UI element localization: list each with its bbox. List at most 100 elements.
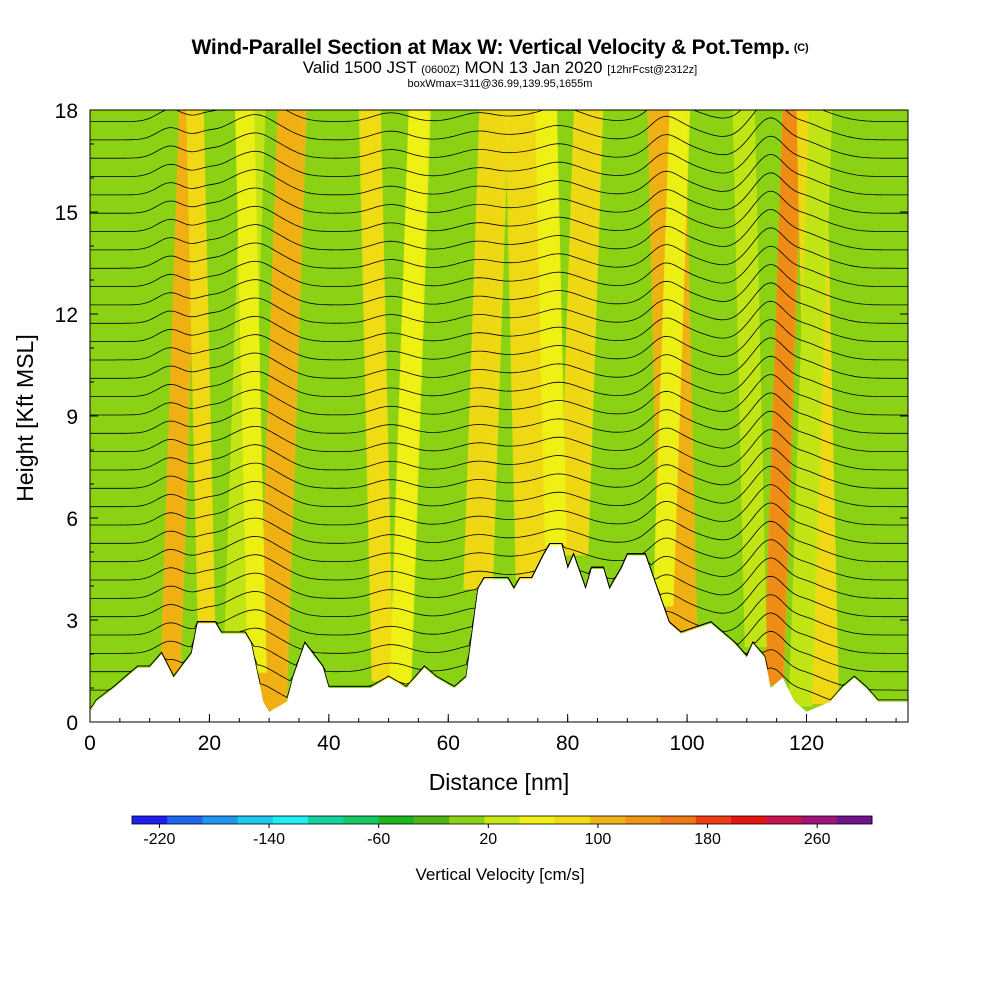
w-band-11-level-1 [235,110,267,673]
colorbar-swatch-11 [519,816,556,824]
w-band-3-level-1 [358,110,394,682]
terrain [90,545,908,722]
theta-contour-20 [90,300,908,343]
theta-contour-9 [90,502,908,544]
colorbar-swatch-17 [731,816,767,824]
w-band-13-level-1 [535,110,567,546]
y-tick-label-18: 18 [55,100,78,123]
x-tick-label-80: 80 [556,732,579,755]
valid-time-utc: (0600Z) [421,64,460,76]
theta-contour-16 [90,374,908,416]
theta-contour-8 [90,520,908,563]
chart-title: Wind-Parallel Section at Max W: Vertical… [0,36,1000,60]
title-unit-tag: (C) [793,42,809,54]
colorbar-swatch-9 [449,816,485,824]
theta-contour-13 [90,429,908,471]
plot-area [90,63,908,722]
x-axis: 0 20 40 60 80 100 120 [84,714,897,755]
theta-contour-12 [90,447,908,489]
colorbar-swatch-7 [378,816,415,824]
colorbar-label-6: 260 [804,831,831,848]
y-tick-label-0: 0 [66,712,78,735]
colorbar-swatch-10 [484,816,521,824]
w-band-16-level-1 [788,110,833,707]
theta-contour-15 [90,392,908,434]
w-band-14-level-1 [652,110,691,607]
colorbar-swatch-5 [308,816,344,824]
colorbar-label-3: 20 [479,831,497,848]
w-band-1-level-1 [186,110,216,624]
colorbar: -220 -140 -60 20 100 180 260 [131,815,873,848]
theta-contour-22 [90,264,908,306]
colorbar-frame [131,815,873,825]
theta-contour-14 [90,410,908,452]
w-band-4-level-1 [463,110,509,590]
theta-contour-18 [90,337,908,379]
box-info-line: boxWmax=311@36.99,139.95,1655m [407,78,593,90]
x-axis-title: Distance [nm] [429,769,570,795]
theta-contour-26 [90,190,908,232]
theta-contour-17 [90,355,908,397]
colorbar-swatch-15 [660,816,697,824]
w-band-2-level-1 [257,110,307,711]
colorbar-label-2: -60 [367,831,390,848]
theta-contour-7 [90,539,908,581]
colorbar-label-1: -140 [253,831,285,848]
colorbar-label-0: -220 [143,831,175,848]
colorbar-swatch-18 [766,816,803,824]
colorbar-label-4: 100 [585,831,612,848]
valid-time-date: MON 13 Jan 2020 [464,58,603,77]
x-tick-label-120: 120 [789,732,824,755]
theta-contour-27 [90,172,908,214]
y-tick-label-6: 6 [66,508,78,531]
y-tick-label-15: 15 [55,202,78,225]
y-tick-label-9: 9 [66,406,78,429]
w-band-12-level-1 [389,110,431,685]
colorbar-swatch-0 [132,816,168,824]
theta-contour-21 [90,282,908,324]
colorbar-label-5: 180 [694,831,721,848]
colorbar-swatch-12 [554,816,591,824]
theta-contour-29 [90,135,908,177]
y-axis-title: Height [Kft MSL] [12,334,38,501]
theta-contour-32 [90,110,908,122]
w-band-15-level-1 [732,110,767,648]
colorbar-swatch-2 [202,816,239,824]
y-tick-label-12: 12 [55,304,78,327]
theta-contour-31 [90,110,908,141]
theta-contour-28 [90,153,908,196]
colorbar-swatch-8 [413,816,450,824]
w-band-5-level-1 [505,110,548,580]
colorbar-swatch-19 [801,816,838,824]
title-block: Wind-Parallel Section at Max W: Vertical… [0,36,1000,90]
w-band-8-level-1 [763,110,804,686]
potential-temperature-contours [90,63,908,709]
theta-contour-25 [90,209,908,251]
x-tick-label-0: 0 [84,732,96,755]
valid-time-pre: Valid 1500 JST [302,58,417,77]
theta-contour-6 [90,543,908,599]
theta-contour-30 [90,117,908,159]
colorbar-swatch-14 [625,816,662,824]
theta-contour-10 [90,484,908,526]
y-axis: 0 3 6 9 12 15 18 [55,100,908,735]
x-tick-label-20: 20 [198,732,221,755]
colorbar-swatch-4 [272,816,309,824]
x-tick-label-40: 40 [317,732,340,755]
theta-contour-33 [90,63,908,103]
x-tick-label-100: 100 [670,732,705,755]
theta-contour-11 [90,465,908,508]
y-tick-label-3: 3 [66,610,78,633]
vertical-velocity-field [160,110,840,711]
colorbar-swatch-1 [167,816,203,824]
colorbar-swatch-20 [836,816,873,824]
theta-contour-23 [90,245,908,287]
colorbar-swatch-16 [695,816,732,824]
valid-time-line: Valid 1500 JST (0600Z) MON 13 Jan 2020 [… [0,58,1000,78]
theta-contour-24 [90,227,908,269]
x-tick-label-60: 60 [437,732,460,755]
colorbar-swatch-3 [237,816,274,824]
colorbar-swatch-13 [590,816,626,824]
colorbar-swatch-6 [343,816,380,824]
